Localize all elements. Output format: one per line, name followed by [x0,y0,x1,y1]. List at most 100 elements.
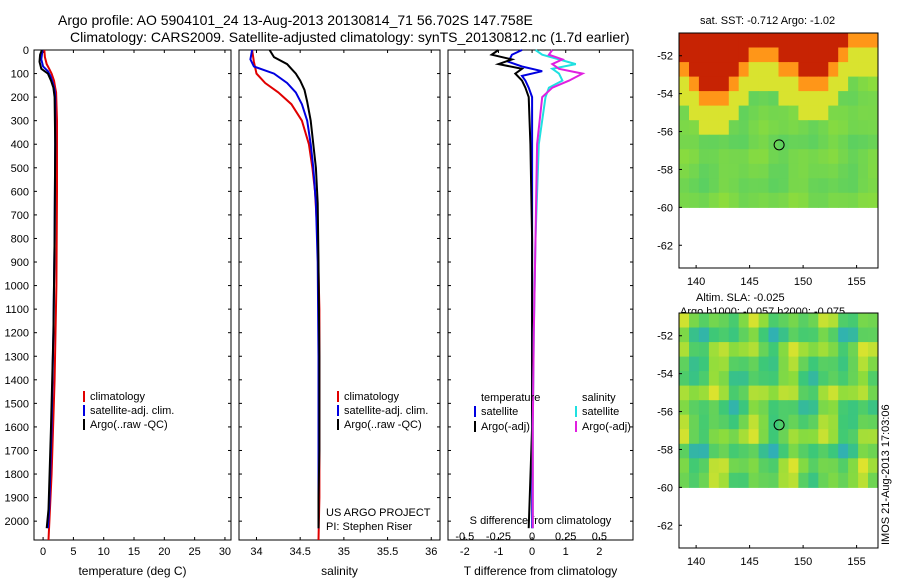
map-cell [808,443,819,459]
map-cell [728,458,740,474]
map-cell [868,91,879,107]
series-line-1-0 [251,49,321,541]
map-cell [689,134,700,150]
map-cell [808,385,819,401]
map-cell [868,458,879,474]
figure-title: Argo profile: AO 5904101_24 13-Aug-2013 … [58,12,533,28]
map-cell [858,458,869,474]
map-cell [798,47,809,63]
map-cell [679,33,690,49]
map-cell [848,342,859,358]
map-cell [808,33,819,49]
legend-title-salinity: salinity [582,392,616,404]
map-cell [848,356,859,372]
map-cell [868,356,879,372]
x-tick-label: -2 [460,546,470,558]
map-cell [698,91,710,107]
map-cell [768,163,779,179]
map-cell [848,149,859,165]
map-cell [858,472,869,488]
map-cell [798,105,809,121]
map-cell [698,47,710,63]
map-cell [798,356,809,372]
map-cell [748,192,760,208]
map-cell [828,120,839,136]
map-cell [868,385,879,401]
float-position-marker [773,139,785,151]
map-cell [768,105,779,121]
map-cell [828,91,839,107]
map-cell [868,429,879,445]
map-cell [679,385,690,401]
map-cell [838,134,849,150]
map-cell [708,134,720,150]
map-cell [728,414,740,430]
map-cell [768,327,779,343]
map-cell [818,371,829,387]
s-diff-axis-label: S difference from climatology [470,515,612,527]
map-cell [728,313,740,329]
map-cell [738,105,750,121]
map-cell [778,192,789,208]
depth-tick-label: 1400 [5,375,29,387]
map-lat-label: -56 [657,407,673,419]
map-cell [708,371,720,387]
map-cell [858,313,869,329]
map-cell [818,313,829,329]
series-line-1-2 [268,49,321,529]
map-cell [828,33,839,49]
map-cell [818,472,829,488]
map-cell [718,443,730,459]
series-line-0-2 [38,49,57,529]
map-lon-label: 140 [687,556,705,568]
map-cell [798,385,809,401]
map-cell [868,76,879,92]
depth-tick-label: 1800 [5,469,29,481]
map-cell [868,163,879,179]
map-lat-label: -52 [657,331,673,343]
legend-label: satellite-adj. clim. [90,405,174,417]
map-cell [838,62,849,78]
map-cell [778,105,789,121]
figure-subtitle: Climatology: CARS2009. Satellite-adjuste… [70,29,630,45]
map-cell [768,414,779,430]
map-cell [848,62,859,78]
map-cell [788,342,799,358]
map-cell [728,356,740,372]
map-cell [738,472,750,488]
map-cell [788,76,799,92]
map-cell [828,47,839,63]
map-cell [728,33,740,49]
map-cell [848,163,859,179]
map-cell [758,458,770,474]
map-cell [708,458,720,474]
map-cell [748,62,760,78]
map-cell [868,313,879,329]
map-cell [698,62,710,78]
map-cell [718,33,730,49]
map-cell [738,313,750,329]
map-cell [868,134,879,150]
map-lon-label: 145 [740,276,758,288]
map-cell [838,47,849,63]
map-cell [738,414,750,430]
map-cell [788,327,799,343]
float-position-marker [773,419,785,431]
map-cell [858,192,869,208]
project-annotation: PI: Stephen Riser [326,521,413,533]
map-cell [768,62,779,78]
map-cell [788,400,799,416]
map-cell [718,371,730,387]
map-lat-label: -62 [657,240,673,252]
map-cell [848,33,859,49]
map-cell [798,342,809,358]
map-cell [718,400,730,416]
map-cell [798,76,809,92]
map-cell [689,414,700,430]
legend-label: satellite [582,406,619,418]
map-cell [798,178,809,194]
map-cell [698,105,710,121]
map-cell [679,91,690,107]
map-cell [838,342,849,358]
map-cell [818,443,829,459]
